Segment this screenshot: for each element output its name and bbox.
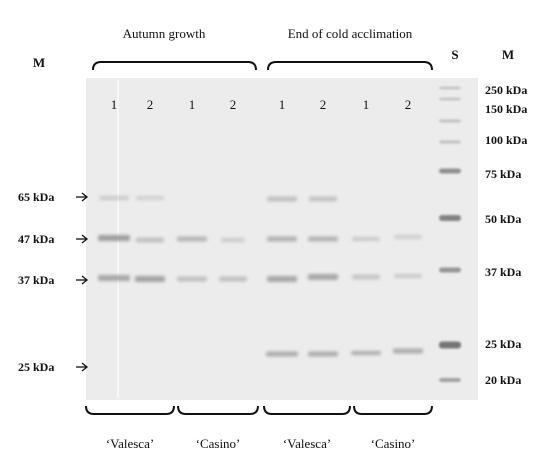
left-marker-heading: M [32,55,46,70]
ladder-band [439,97,461,101]
protein-band [267,196,297,202]
group-title-autumn-growth: Autumn growth [122,26,206,41]
standard-ladder-bands [439,86,461,382]
standard-heading: S [451,47,459,62]
protein-bands [98,196,423,357]
bracket-end-cold-acclimation [267,61,433,71]
protein-band [221,238,245,242]
protein-band [309,196,337,202]
protein-band [351,351,381,355]
lane-number: 1 [278,97,286,112]
bracket-casino-cold [353,405,433,415]
bracket-valesca-cold [263,405,351,415]
right-marker-label: 150 kDa [485,102,528,116]
right-marker-heading: M [501,47,515,62]
right-marker-label: 75 kDa [485,167,522,181]
ladder-band [439,215,461,221]
left-marker-label: 37 kDa [18,273,55,287]
group-title-end-cold-acclimation: End of cold acclimation [287,26,413,41]
protein-band [308,351,338,357]
arrow-37kda [76,275,89,285]
lane-number: 1 [188,97,196,112]
protein-band [136,237,164,243]
cultivar-label: ‘Casino’ [195,436,241,451]
protein-band [177,236,207,242]
protein-band [177,276,207,282]
right-marker-label: 100 kDa [485,133,528,147]
lane-number: 2 [404,97,412,112]
ladder-band [439,86,461,90]
right-marker-label: 250 kDa [485,83,528,97]
left-marker-label: 65 kDa [18,190,55,204]
ladder-band [439,119,461,123]
protein-band [394,274,422,278]
lane-number: 2 [319,97,327,112]
protein-band [98,275,130,281]
protein-band [219,276,247,282]
left-marker-label: 25 kDa [18,360,55,374]
protein-band [266,351,298,357]
protein-band [394,235,422,239]
arrow-25kda [76,362,89,372]
protein-band [136,196,164,200]
right-marker-label: 50 kDa [485,212,522,226]
arrow-65kda [76,192,89,202]
protein-band [267,276,297,282]
left-marker-label: 47 kDa [18,232,55,246]
lane-number: 1 [362,97,370,112]
protein-band [308,274,338,280]
ladder-band [439,341,461,349]
right-marker-label: 37 kDa [485,265,522,279]
arrow-47kda [76,234,89,244]
right-marker-label: 25 kDa [485,337,522,351]
lane-number: 1 [110,97,118,112]
ladder-band [439,267,461,273]
protein-band [98,235,130,241]
bracket-valesca-autumn [85,405,175,415]
cultivar-label: ‘Casino’ [370,436,416,451]
protein-band [352,274,380,280]
ladder-band [439,140,461,144]
ladder-band [439,378,461,382]
protein-band [393,348,423,354]
lane-number: 2 [146,97,154,112]
lane-number: 2 [229,97,237,112]
right-marker-label: 20 kDa [485,373,522,387]
protein-band [267,236,297,242]
protein-band [135,276,165,282]
protein-band [308,236,338,242]
bracket-autumn-growth [92,61,257,71]
ladder-band [439,168,461,174]
bracket-casino-autumn [177,405,259,415]
protein-band [99,196,129,200]
cultivar-label: ‘Valesca’ [282,436,332,451]
protein-band [352,237,380,241]
cultivar-label: ‘Valesca’ [105,436,155,451]
